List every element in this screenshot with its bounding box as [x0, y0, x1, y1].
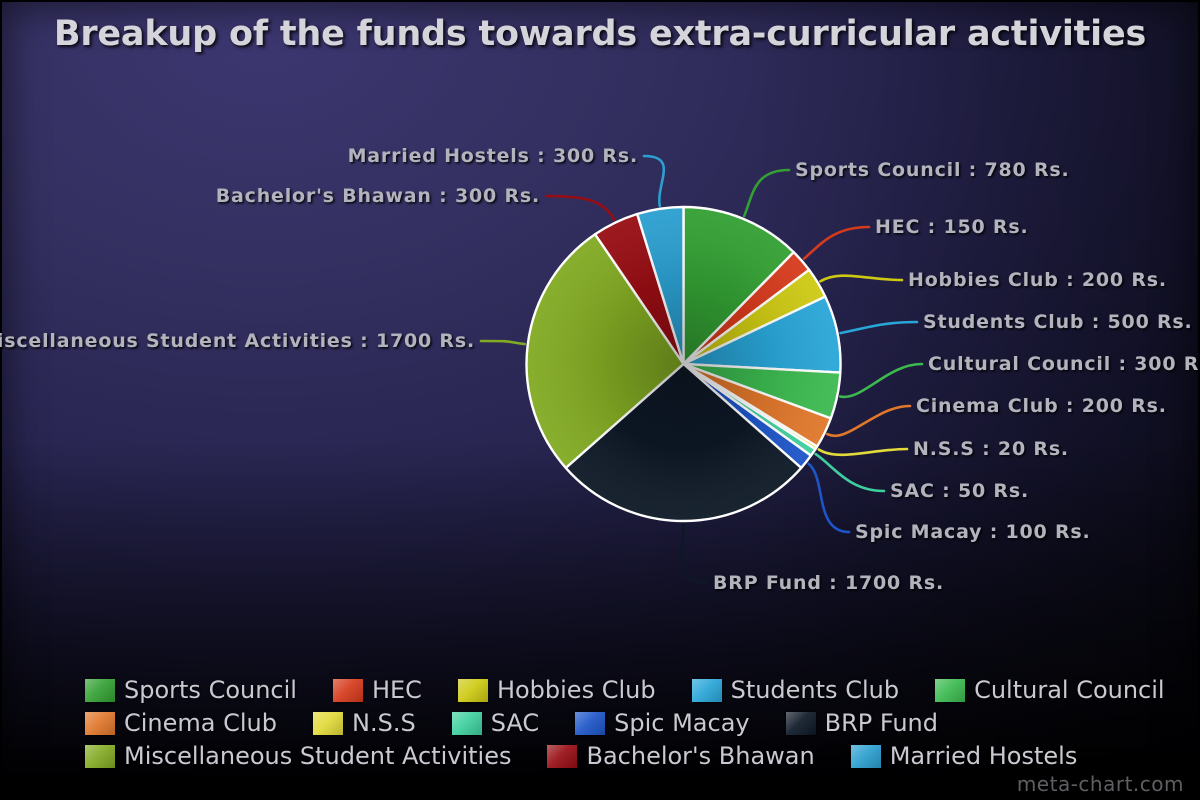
legend-swatch-spic-macay [575, 711, 606, 735]
slice-label-cultural-council: Cultural Council : 300 Rs. [928, 353, 1200, 375]
leader-line-n-s-s [817, 447, 909, 457]
leader-line-cultural-council [838, 362, 924, 399]
legend-item-students-club: Students Club [691, 676, 900, 704]
legend-label: Married Hostels [889, 742, 1078, 770]
legend-swatch-sports-council [85, 678, 115, 702]
slice-label-sac: SAC : 50 Rs. [890, 480, 1029, 502]
legend-item-hobbies-club: Hobbies Club [457, 676, 656, 704]
leader-line-spic-macay [807, 462, 851, 534]
legend-swatch-cultural-council [935, 678, 966, 702]
legend-label: BRP Fund [824, 709, 938, 737]
slice-label-hobbies-club: Hobbies Club : 200 Rs. [908, 269, 1167, 291]
pie-shading [527, 208, 840, 520]
legend-swatch-cinema-club [85, 711, 115, 735]
legend-label: Cultural Council [974, 676, 1165, 704]
legend-item-cinema-club: Cinema Club [85, 709, 277, 737]
legend-label: Miscellaneous Student Activities [124, 742, 512, 770]
slice-label-sports-council: Sports Council : 780 Rs. [795, 159, 1070, 181]
watermark: meta-chart.com [1016, 772, 1184, 796]
chart-title: Breakup of the funds towards extra-curri… [53, 14, 1147, 54]
legend-label: Sports Council [124, 676, 297, 704]
legend-item-hec: HEC [332, 676, 422, 704]
leader-line-miscellaneous-student-activities [479, 339, 526, 346]
leader-line-students-club [839, 320, 919, 335]
leader-line-hobbies-club [819, 274, 904, 283]
legend-item-n-s-s: N.S.S [313, 709, 416, 737]
legend-row: Cinema Club N.S.S SAC Spic Macay BRP Fund [85, 709, 1165, 737]
legend-item-sac: SAC [451, 709, 540, 737]
leader-line-married-hostels [642, 154, 665, 208]
legend-item-brp-fund: BRP Fund [785, 709, 938, 737]
slice-label-students-club: Students Club : 500 Rs. [923, 311, 1193, 333]
legend-item-married-hostels: Married Hostels [850, 742, 1078, 770]
slice-label-married-hostels: Married Hostels : 300 Rs. [347, 145, 638, 167]
legend-label: Students Club [730, 676, 900, 704]
leader-line-hec [802, 225, 871, 260]
legend-swatch-miscellaneous-student-activities [85, 744, 115, 768]
legend-swatch-n-s-s [313, 711, 343, 735]
legend: Sports Council HEC Hobbies Club Students Cl… [85, 676, 1165, 775]
legend-label: Hobbies Club [496, 676, 656, 704]
legend-row: Sports Council HEC Hobbies Club Students Cl… [85, 676, 1165, 704]
slice-label-spic-macay: Spic Macay : 100 Rs. [855, 521, 1091, 543]
leader-line-sports-council [742, 168, 791, 218]
legend-item-cultural-council: Cultural Council [935, 676, 1165, 704]
legend-swatch-bachelor-s-bhawan [547, 744, 578, 768]
legend-swatch-brp-fund [785, 711, 816, 735]
legend-item-miscellaneous-student-activities: Miscellaneous Student Activities [85, 742, 511, 770]
slice-label-cinema-club: Cinema Club : 200 Rs. [916, 395, 1167, 417]
legend-label: SAC [490, 709, 540, 737]
legend-item-sports-council: Sports Council [85, 676, 297, 704]
leader-line-cinema-club [826, 404, 912, 438]
slice-label-miscellaneous-student-activities: Miscellaneous Student Activities : 1700 … [0, 330, 475, 352]
legend-swatch-hec [332, 678, 363, 702]
legend-swatch-hobbies-club [457, 678, 488, 702]
legend-row: Miscellaneous Student Activities Bachelor… [85, 742, 1165, 770]
slice-label-n-s-s: N.S.S : 20 Rs. [913, 438, 1069, 460]
slice-label-hec: HEC : 150 Rs. [875, 216, 1029, 238]
leader-line-brp-fund [680, 522, 709, 585]
leader-line-sac [814, 452, 886, 493]
legend-label: N.S.S [352, 709, 416, 737]
legend-label: Cinema Club [124, 709, 277, 737]
slice-label-brp-fund: BRP Fund : 1700 Rs. [713, 572, 945, 594]
legend-swatch-sac [451, 711, 482, 735]
leader-line-bachelor-s-bhawan [544, 194, 616, 222]
slice-label-bachelor-s-bhawan: Bachelor's Bhawan : 300 Rs. [215, 185, 540, 207]
legend-label: Spic Macay [614, 709, 750, 737]
legend-item-bachelor-s-bhawan: Bachelor's Bhawan [547, 742, 815, 770]
legend-label: HEC [371, 676, 422, 704]
legend-item-spic-macay: Spic Macay [575, 709, 750, 737]
legend-swatch-married-hostels [850, 744, 881, 768]
legend-label: Bachelor's Bhawan [586, 742, 815, 770]
legend-swatch-students-club [691, 678, 722, 702]
